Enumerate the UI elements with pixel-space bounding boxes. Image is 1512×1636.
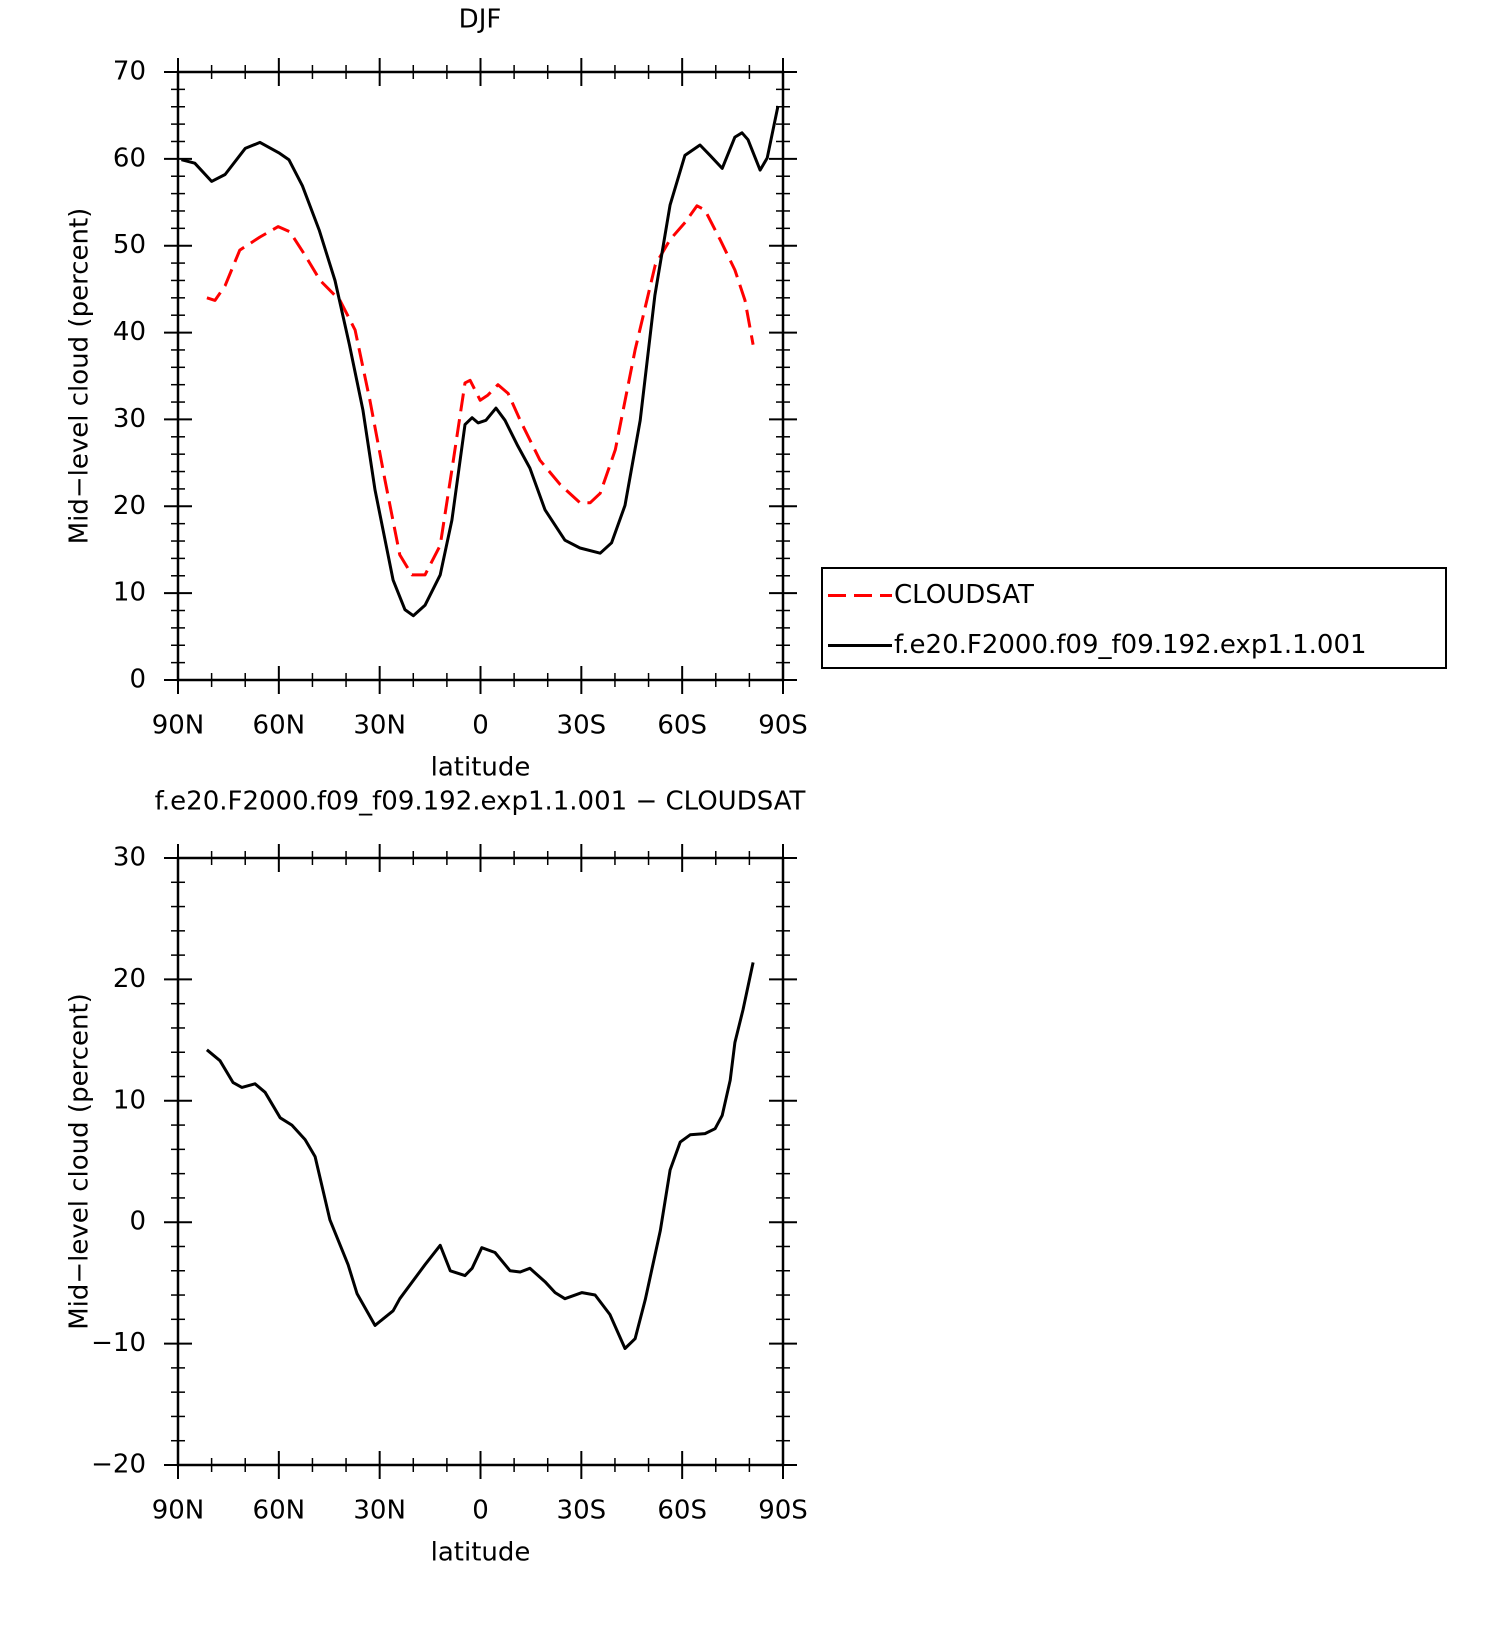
- x-tick-label: 90N: [152, 711, 205, 741]
- y-tick-label: 50: [113, 230, 146, 260]
- x-tick-label: 30S: [557, 1496, 607, 1526]
- chart-title: f.e20.F2000.f09_f09.192.exp1.1.001 − CLO…: [155, 787, 806, 817]
- x-axis-label: latitude: [431, 753, 531, 783]
- x-tick-label: 30S: [557, 711, 607, 741]
- y-tick-label: 10: [113, 578, 146, 608]
- x-tick-label: 90N: [152, 1496, 205, 1526]
- y-axis-label: Mid−level cloud (percent): [65, 993, 95, 1330]
- y-tick-label: 0: [129, 665, 146, 695]
- legend-label: f.e20.F2000.f09_f09.192.exp1.1.001: [894, 630, 1367, 660]
- legend: CLOUDSAT f.e20.F2000.f09_f09.192.exp1.1.0…: [821, 567, 1447, 669]
- y-tick-label: 30: [113, 843, 146, 873]
- y-tick-label: −10: [91, 1328, 146, 1358]
- y-axis-label: Mid−level cloud (percent): [65, 208, 95, 545]
- y-tick-label: 60: [113, 143, 146, 173]
- y-tick-label: 20: [113, 964, 146, 994]
- x-tick-label: 30N: [353, 1496, 406, 1526]
- y-tick-label: 70: [113, 57, 146, 87]
- x-tick-label: 90S: [758, 711, 808, 741]
- y-tick-label: 40: [113, 317, 146, 347]
- x-tick-label: 60N: [253, 711, 306, 741]
- data-line: [205, 962, 755, 1350]
- x-tick-label: 30N: [353, 711, 406, 741]
- x-tick-label: 0: [472, 711, 489, 741]
- x-tick-label: 90S: [758, 1496, 808, 1526]
- y-tick-label: −20: [91, 1450, 146, 1480]
- x-tick-label: 60N: [253, 1496, 306, 1526]
- y-tick-label: 20: [113, 491, 146, 521]
- x-axis-label: latitude: [431, 1538, 531, 1568]
- y-tick-label: 10: [113, 1085, 146, 1115]
- legend-box: [821, 567, 1447, 669]
- plot-frame: [176, 856, 785, 1467]
- chart-panel: f.e20.F2000.f09_f09.192.exp1.1.001 − CLO…: [65, 787, 808, 1568]
- legend-label: CLOUDSAT: [894, 580, 1034, 610]
- x-tick-label: 60S: [657, 1496, 707, 1526]
- data-line: [206, 204, 755, 577]
- plot-frame: [176, 70, 785, 682]
- data-line: [181, 105, 780, 618]
- y-tick-label: 0: [129, 1207, 146, 1237]
- chart-title: DJF: [459, 5, 502, 35]
- x-tick-label: 0: [472, 1496, 489, 1526]
- chart-panel: DJF 0 10 20 30 40 50 60 70 90N 60N 30N 0 30S 60S 90S lat…: [65, 5, 1447, 783]
- x-tick-label: 60S: [657, 711, 707, 741]
- y-tick-label: 30: [113, 404, 146, 434]
